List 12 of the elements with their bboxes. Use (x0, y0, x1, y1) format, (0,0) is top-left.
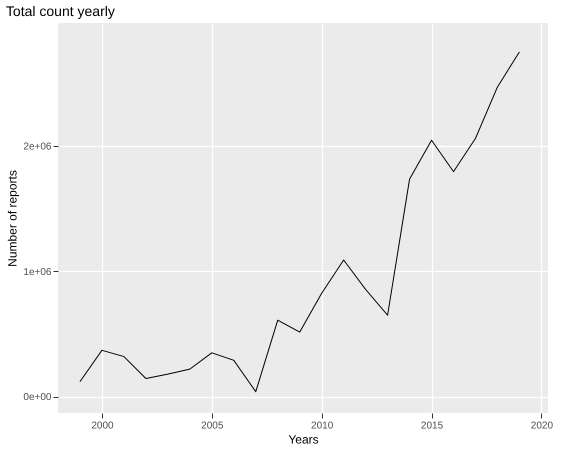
chart-title: Total count yearly (6, 3, 115, 19)
y-axis-title: Number of reports (5, 170, 20, 267)
x-tick-label: 2015 (420, 420, 444, 432)
y-tick-label: 2e+06 (23, 141, 52, 152)
x-tick-label: 2005 (201, 420, 224, 432)
y-tick-label: 1e+06 (23, 266, 52, 278)
x-tick-label: 2010 (311, 420, 334, 432)
x-tick-label: 2000 (91, 420, 114, 432)
x-tick-label: 2020 (530, 420, 554, 432)
x-axis-title: Years (288, 432, 319, 446)
line-series (79, 51, 520, 392)
y-tick-label: 0e+00 (23, 392, 52, 404)
